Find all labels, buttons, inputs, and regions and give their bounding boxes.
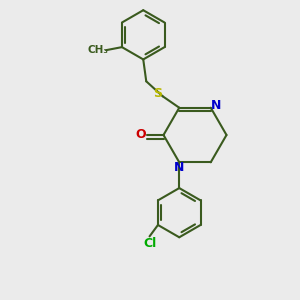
Text: Cl: Cl bbox=[143, 237, 156, 250]
Text: N: N bbox=[211, 99, 221, 112]
Text: S: S bbox=[153, 87, 162, 100]
Text: O: O bbox=[135, 128, 146, 142]
Text: CH₃: CH₃ bbox=[87, 45, 108, 55]
Text: N: N bbox=[173, 161, 184, 174]
